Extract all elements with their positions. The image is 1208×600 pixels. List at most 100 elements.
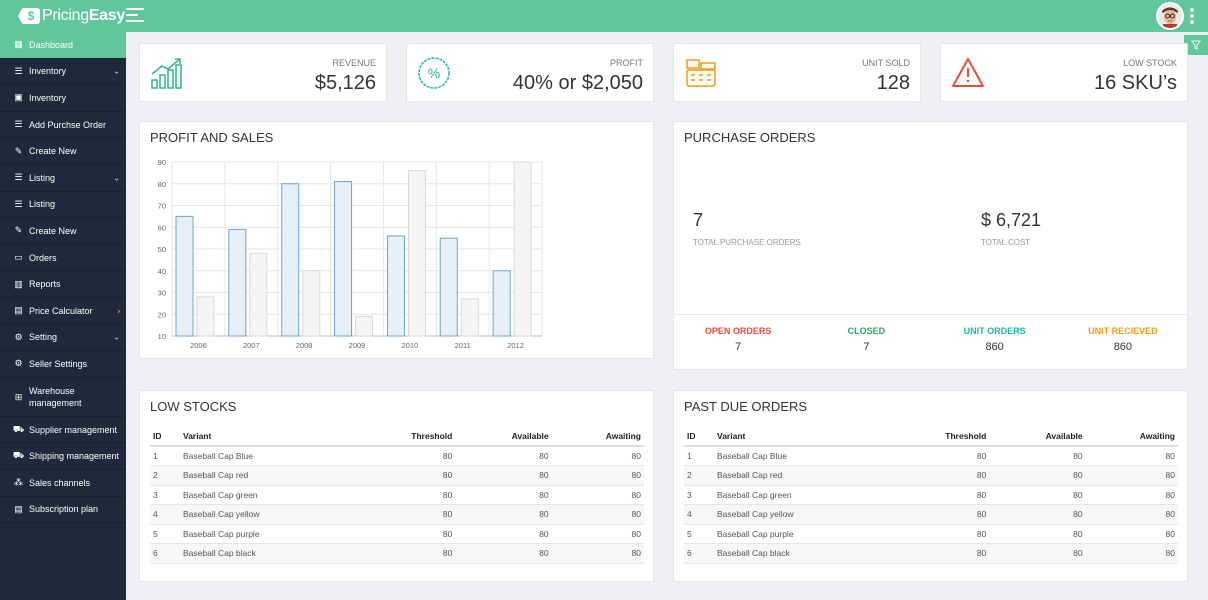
table-row[interactable]: 4 Baseball Cap yellow 80 80 80 (684, 504, 1178, 525)
profit-sales-chart: 10 20 30 40 50 60 70 80 90 2006 2007 2008 2009 2010 20… (158, 158, 543, 350)
sidebar: ▦ Dashboard ☰ Inventory ⌄ ▣ Inventory ☰ Add Purc… (0, 32, 126, 600)
svg-text:%: % (428, 65, 440, 81)
y-tick-label: 60 (158, 223, 166, 232)
sidebar-item-dashboard[interactable]: ▦ Dashboard (0, 32, 126, 59)
table-cell-threshold: 80 (350, 524, 456, 544)
low-stock-card: LOW STOCK 16 SKU’s (940, 43, 1188, 102)
bar-chart-icon: ▥ (14, 278, 23, 289)
user-avatar[interactable] (1156, 2, 1184, 30)
gear-icon: ⚙ (14, 358, 23, 369)
table-cell-available: 80 (455, 465, 552, 486)
table-row[interactable]: 6 Baseball Cap black 80 80 80 (150, 543, 644, 564)
low-stock-label: LOW STOCK (1123, 58, 1177, 68)
sidebar-item-add-purchse-order[interactable]: ☰ Add Purchse Order (0, 112, 126, 139)
sidebar-item-warehouse-management[interactable]: ⊞ Warehouse management (0, 378, 126, 417)
sidebar-item-seller-settings[interactable]: ⚙ Seller Settings (0, 351, 126, 378)
past-due-card: PAST DUE ORDERS ID Variant Threshold Availa… (673, 390, 1188, 582)
logo-badge: $ (18, 8, 40, 24)
x-tick-label: 2012 (507, 341, 524, 350)
column-header-awaiting[interactable]: Awaiting (1085, 427, 1178, 447)
po-summary-label: OPEN ORDERS (704, 326, 772, 336)
table-row[interactable]: 6 Baseball Cap black 80 80 80 (684, 543, 1178, 564)
more-options-icon[interactable] (1189, 8, 1195, 24)
hamburger-menu-icon[interactable] (126, 8, 144, 22)
logo[interactable]: $ PricingEasy (18, 6, 125, 26)
past-due-table: ID Variant Threshold Available Awaiting 1 Base… (684, 427, 1178, 564)
table-row[interactable]: 1 Baseball Cap Blue 80 80 80 (684, 446, 1178, 466)
table-row[interactable]: 4 Baseball Cap yellow 80 80 80 (150, 504, 644, 525)
profit-sales-title: PROFIT AND SALES (150, 130, 274, 145)
purchase-orders-card: PURCHASE ORDERS 7 TOTAL PURCHASE ORDERS … (673, 121, 1188, 370)
sidebar-item-label: Subscription plan (29, 504, 99, 515)
table-row[interactable]: 3 Baseball Cap green 80 80 80 (150, 485, 644, 505)
column-header-threshold[interactable]: Threshold (350, 427, 456, 447)
table-cell-awaiting: 80 (1085, 485, 1178, 505)
sidebar-item-create-new[interactable]: ✎ Create New (0, 138, 126, 165)
sidebar-item-setting[interactable]: ⚙ Setting ⌄ (0, 325, 126, 352)
table-cell-available: 80 (989, 543, 1086, 564)
logo-prefix: Pricing (42, 7, 89, 24)
x-tick-label: 2011 (455, 341, 471, 350)
sidebar-item-inventory[interactable]: ▣ Inventory (0, 85, 126, 112)
filter-icon[interactable] (1184, 35, 1208, 55)
po-summary-label: UNIT RECIEVED (1088, 326, 1158, 336)
table-row[interactable]: 2 Baseball Cap red 80 80 80 (684, 465, 1178, 486)
table-cell-available: 80 (455, 524, 552, 544)
x-tick-label: 2010 (402, 341, 419, 350)
sidebar-item-label: Listing (29, 172, 56, 183)
table-cell-available: 80 (455, 485, 552, 505)
column-header-variant[interactable]: Variant (714, 427, 884, 447)
calculator-icon: ▤ (14, 305, 23, 316)
column-header-threshold[interactable]: Threshold (884, 427, 990, 447)
y-tick-label: 20 (158, 310, 166, 319)
bar-2011-series-1 (439, 237, 458, 337)
table-row[interactable]: 2 Baseball Cap red 80 80 80 (150, 465, 644, 486)
revenue-value: $5,126 (314, 72, 376, 94)
table-header-row: ID Variant Threshold Available Awaiting (150, 427, 644, 447)
sidebar-item-supplier-management[interactable]: ⛟ Supplier management (0, 417, 126, 444)
bar-2008-series-2 (302, 270, 321, 337)
growth-chart-icon (151, 58, 182, 89)
y-tick-label: 70 (158, 202, 166, 211)
sidebar-item-create-new[interactable]: ✎ Create New (0, 218, 126, 245)
sidebar-item-label: Supplier management (29, 424, 118, 435)
column-header-id[interactable]: ID (150, 427, 180, 447)
sidebar-item-label: Sales channels (29, 477, 91, 488)
percent-badge-icon: % (418, 57, 450, 89)
sidebar-item-label: Add Purchse Order (29, 119, 107, 130)
sidebar-item-subscription-plan[interactable]: ▤ Subscription plan (0, 497, 126, 524)
table-cell-awaiting: 80 (551, 504, 644, 525)
bar-2008-series-1 (281, 183, 300, 337)
sidebar-item-reports[interactable]: ▥ Reports (0, 271, 126, 298)
sidebar-item-orders[interactable]: ▭ Orders (0, 245, 126, 272)
table-cell-variant: Baseball Cap Blue (714, 446, 884, 466)
column-header-available[interactable]: Available (455, 427, 552, 447)
table-row[interactable]: 1 Baseball Cap Blue 80 80 80 (150, 446, 644, 466)
sidebar-item-sales-channels[interactable]: ⁂ Sales channels (0, 470, 126, 497)
chevron-down-icon: ⌄ (113, 66, 120, 76)
column-header-available[interactable]: Available (989, 427, 1086, 447)
table-cell-variant: Baseball Cap black (180, 543, 350, 564)
column-header-variant[interactable]: Variant (180, 427, 350, 447)
chevron-right-icon: › (117, 306, 120, 316)
table-row[interactable]: 3 Baseball Cap green 80 80 80 (684, 485, 1178, 505)
sidebar-item-inventory[interactable]: ☰ Inventory ⌄ (0, 59, 126, 86)
table-cell-awaiting: 80 (1085, 446, 1178, 466)
table-cell-awaiting: 80 (551, 524, 644, 544)
sidebar-item-shipping-management[interactable]: ⛟ Shipping management (0, 443, 126, 470)
column-header-awaiting[interactable]: Awaiting (551, 427, 644, 447)
table-row[interactable]: 5 Baseball Cap purple 80 80 80 (150, 524, 644, 544)
bar-2006-series-1 (175, 215, 194, 337)
sidebar-item-listing[interactable]: ☰ Listing (0, 192, 126, 219)
sidebar-item-listing[interactable]: ☰ Listing ⌄ (0, 165, 126, 192)
sidebar-item-price-calculator[interactable]: ▤ Price Calculator › (0, 298, 126, 325)
column-header-id[interactable]: ID (684, 427, 714, 447)
table-row[interactable]: 5 Baseball Cap purple 80 80 80 (684, 524, 1178, 544)
table-cell-available: 80 (989, 465, 1086, 486)
table-cell-threshold: 80 (350, 543, 456, 564)
sidebar-item-label: Price Calculator (29, 305, 93, 316)
po-summary-value: 7 (735, 341, 742, 353)
revenue-card: REVENUE $5,126 (139, 43, 387, 102)
po-summary-label: CLOSED (847, 326, 886, 336)
edit-icon: ✎ (14, 145, 23, 156)
